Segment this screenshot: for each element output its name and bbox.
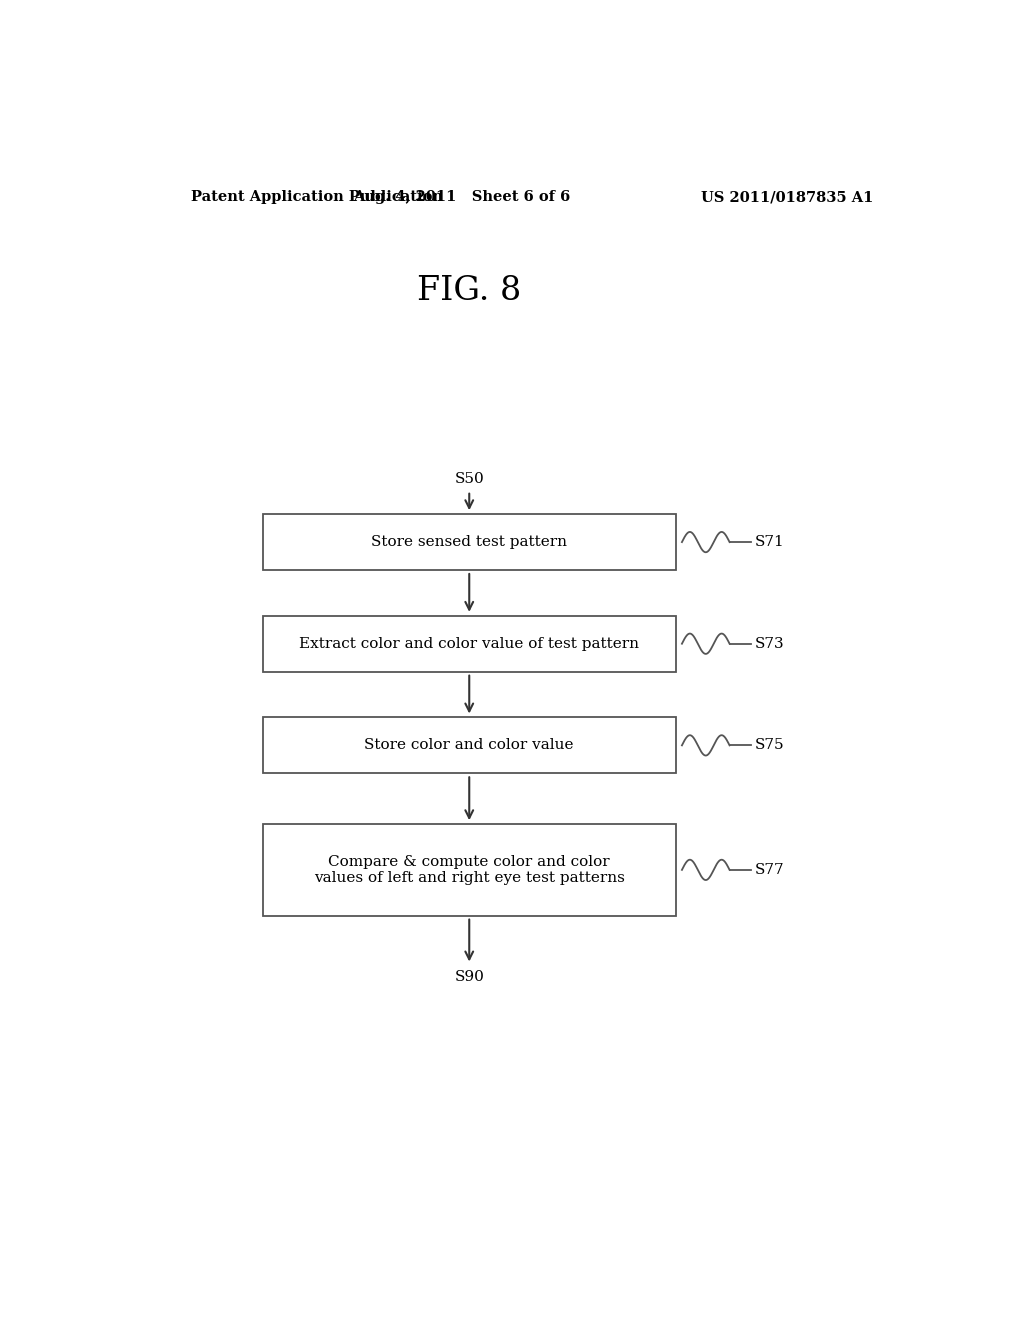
- FancyBboxPatch shape: [263, 824, 676, 916]
- Text: Patent Application Publication: Patent Application Publication: [191, 190, 443, 205]
- Text: S73: S73: [755, 636, 784, 651]
- Text: US 2011/0187835 A1: US 2011/0187835 A1: [700, 190, 872, 205]
- Text: FIG. 8: FIG. 8: [417, 275, 521, 306]
- Text: Aug. 4, 2011   Sheet 6 of 6: Aug. 4, 2011 Sheet 6 of 6: [352, 190, 570, 205]
- Text: S77: S77: [755, 863, 784, 876]
- FancyBboxPatch shape: [263, 515, 676, 570]
- FancyBboxPatch shape: [263, 615, 676, 672]
- Text: Store color and color value: Store color and color value: [365, 738, 574, 752]
- Text: S90: S90: [455, 970, 484, 983]
- Text: S71: S71: [755, 535, 784, 549]
- Text: S50: S50: [455, 471, 484, 486]
- Text: Compare & compute color and color
values of left and right eye test patterns: Compare & compute color and color values…: [313, 855, 625, 884]
- Text: S75: S75: [755, 738, 784, 752]
- Text: Store sensed test pattern: Store sensed test pattern: [372, 535, 567, 549]
- Text: Extract color and color value of test pattern: Extract color and color value of test pa…: [299, 636, 639, 651]
- FancyBboxPatch shape: [263, 718, 676, 774]
